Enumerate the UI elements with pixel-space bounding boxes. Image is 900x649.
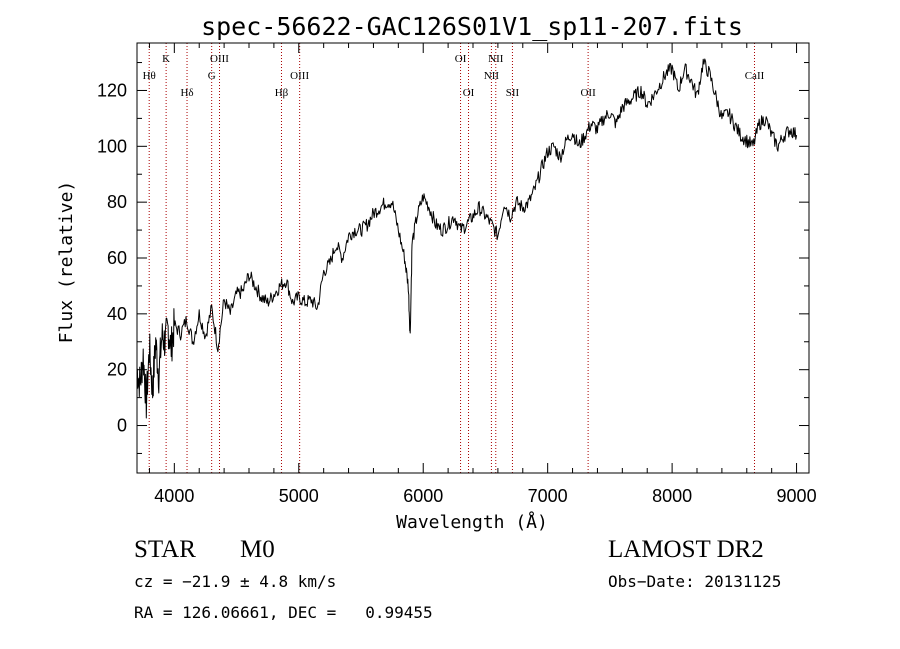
y-tick-label: 120 <box>97 80 127 100</box>
spectral-line-label: Hθ <box>143 70 156 82</box>
spectral-line-label: NII <box>484 70 500 82</box>
y-tick-label: 0 <box>117 416 127 436</box>
spectral-line-label: OI <box>463 87 475 99</box>
spectral-line-label: Hδ <box>180 87 193 99</box>
y-tick-label: 100 <box>97 136 127 156</box>
spectral-line-label: CaII <box>745 70 765 82</box>
survey-name: LAMOST DR2 <box>608 536 764 563</box>
spectral-line-label: SII <box>506 87 520 99</box>
spectral-line-label: G <box>208 70 216 82</box>
x-tick-label: 4000 <box>154 486 194 506</box>
redshift-velocity: cz = −21.9 ± 4.8 km/s <box>134 572 337 591</box>
plot-frame <box>136 42 810 474</box>
observation-date: Obs−Date: 20131125 <box>608 572 782 591</box>
y-tick-label: 20 <box>107 360 127 380</box>
x-tick-label: 6000 <box>403 486 443 506</box>
spectral-line-label: OIII <box>290 70 309 82</box>
x-tick-label: 5000 <box>279 486 319 506</box>
y-axis: 0 20 40 60 80 100 120 <box>97 62 809 454</box>
spectral-line-label: OIII <box>210 53 229 65</box>
x-axis: 4000 5000 6000 7000 8000 9000 <box>148 43 817 506</box>
spectral-line-label: OII <box>580 87 596 99</box>
spectral-line-label: NII <box>488 53 504 65</box>
x-tick-label: 9000 <box>777 486 817 506</box>
spectral-line-label: OI <box>455 53 467 65</box>
chart-title: spec-56622-GAC126S01V1_sp11-207.fits <box>201 12 743 41</box>
y-axis-label: Flux (relative) <box>56 181 77 344</box>
x-tick-label: 7000 <box>528 486 568 506</box>
y-tick-label: 60 <box>107 248 127 268</box>
subclass: M0 <box>240 536 275 563</box>
y-tick-label: 40 <box>107 304 127 324</box>
spectral-line-label: K <box>162 53 170 65</box>
x-axis-label: Wavelength (Å) <box>396 511 548 533</box>
x-tick-label: 8000 <box>652 486 692 506</box>
y-tick-label: 80 <box>107 192 127 212</box>
object-class: STAR <box>134 536 196 563</box>
coordinates: RA = 126.06661, DEC = 0.99455 <box>134 603 433 622</box>
spectrum-line <box>136 58 798 419</box>
spectral-line-label: Hβ <box>275 87 289 99</box>
